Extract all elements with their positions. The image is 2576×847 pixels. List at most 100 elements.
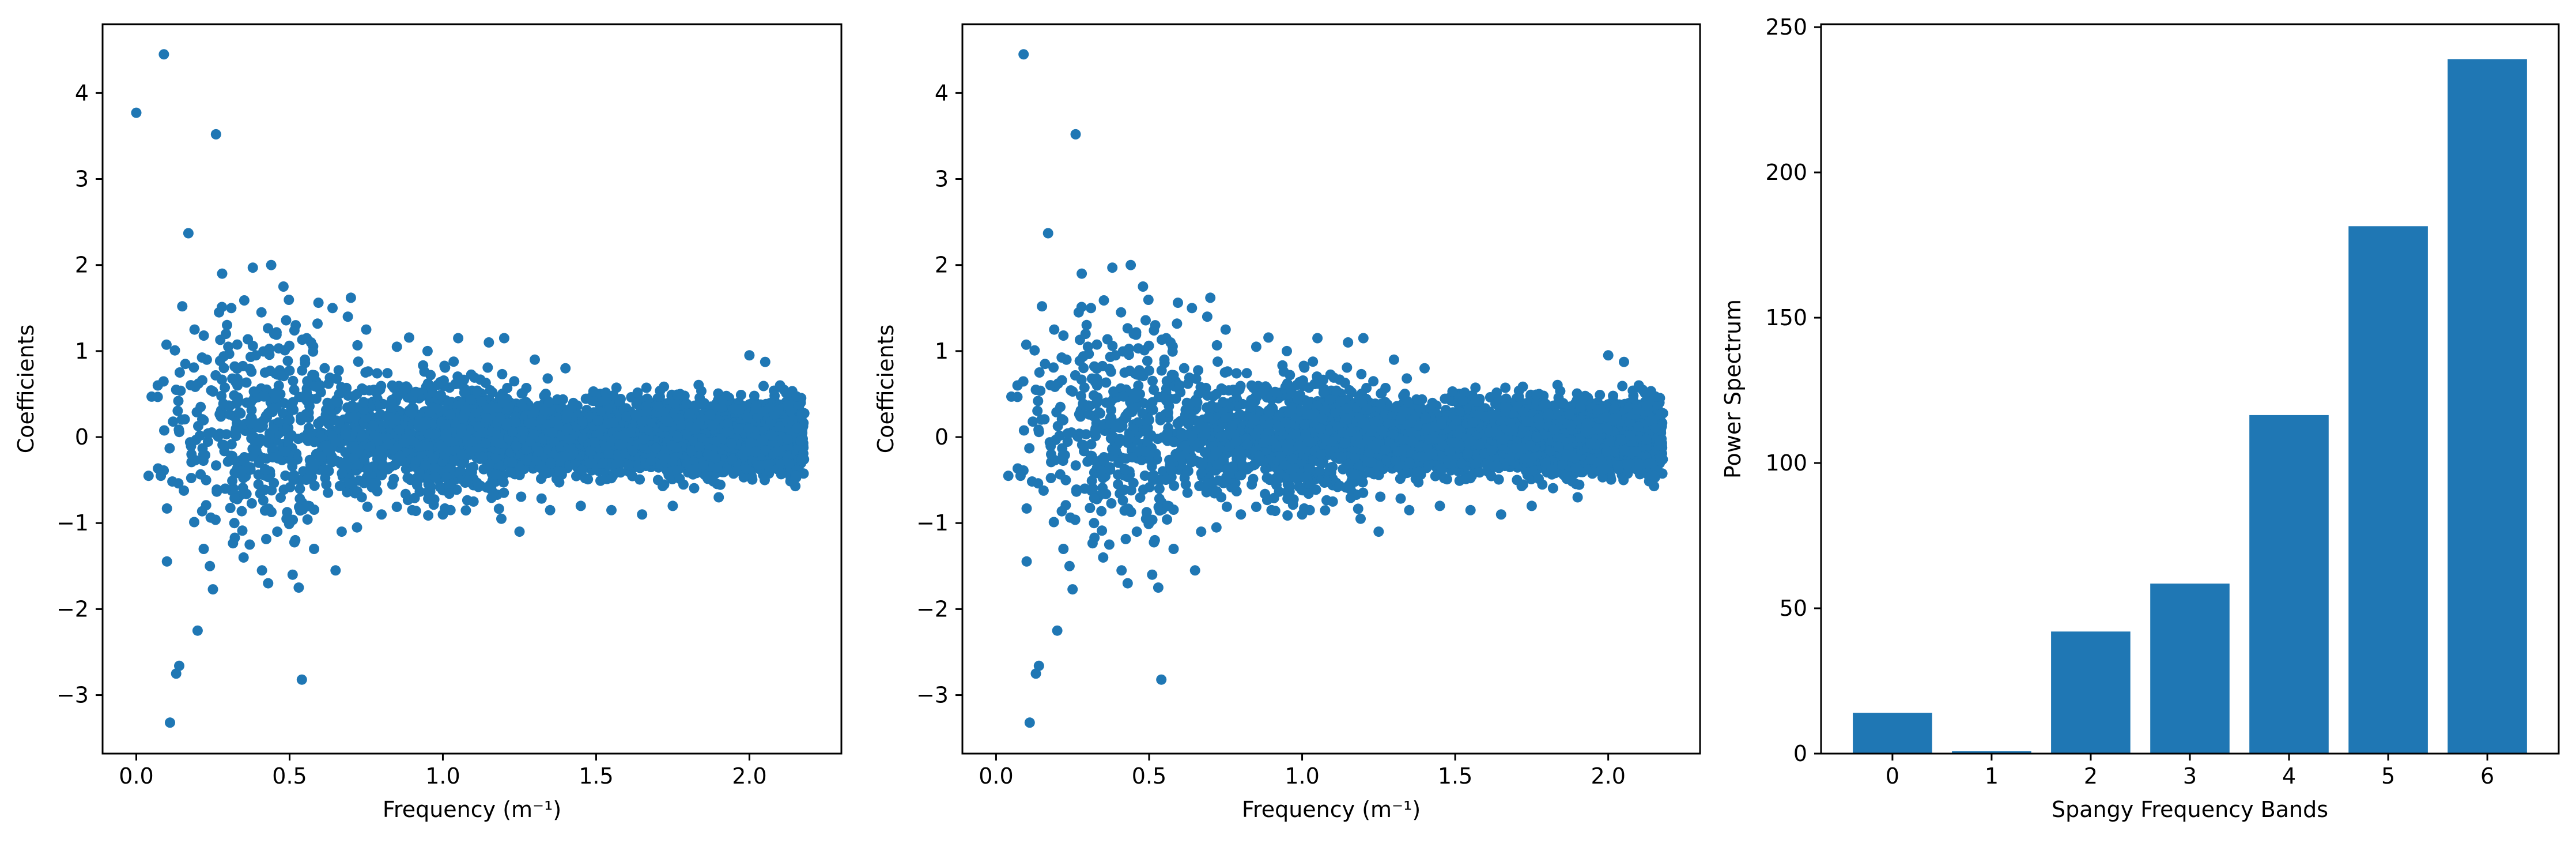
scatter-point bbox=[485, 385, 496, 396]
scatter-point bbox=[1173, 298, 1183, 308]
scatter-point bbox=[398, 438, 409, 448]
scatter-point bbox=[309, 544, 319, 554]
scatter-point bbox=[285, 481, 296, 492]
scatter-point bbox=[207, 584, 218, 595]
scatter-point bbox=[197, 414, 207, 425]
scatter-point bbox=[251, 350, 261, 361]
scatter-point bbox=[218, 363, 229, 374]
scatter-point bbox=[1154, 483, 1165, 494]
scatter-point bbox=[466, 369, 477, 380]
scatter-point bbox=[334, 417, 345, 428]
scatter-point bbox=[256, 307, 267, 318]
scatter-point bbox=[439, 360, 450, 371]
scatter-point bbox=[659, 381, 670, 392]
scatter-point bbox=[446, 479, 456, 490]
scatter-point bbox=[289, 537, 300, 548]
scatter-point bbox=[542, 373, 553, 384]
scatter-point bbox=[261, 533, 271, 544]
scatter-point bbox=[302, 376, 313, 387]
scatter-point bbox=[688, 464, 698, 475]
scatter-point bbox=[195, 469, 206, 480]
scatter-point bbox=[577, 465, 588, 476]
scatter-point bbox=[197, 375, 207, 386]
scatter-point bbox=[482, 403, 493, 414]
scatter-point bbox=[303, 500, 313, 511]
scatter-point bbox=[293, 582, 304, 593]
scatter-point bbox=[409, 492, 420, 503]
scatter-point bbox=[156, 470, 167, 481]
scatter-point bbox=[422, 378, 433, 389]
scatter-point bbox=[255, 436, 266, 447]
scatter-point bbox=[228, 538, 239, 549]
scatter-point bbox=[606, 505, 617, 515]
scatter-point bbox=[475, 374, 486, 385]
scatter-point bbox=[735, 390, 746, 400]
scatter-point bbox=[220, 483, 231, 494]
scatter-point bbox=[655, 391, 665, 402]
scatter-point bbox=[334, 480, 345, 491]
scatter-point bbox=[275, 492, 286, 503]
scatter-point bbox=[689, 483, 700, 494]
scatter-point bbox=[775, 380, 785, 391]
scatter-point bbox=[458, 413, 469, 424]
scatter-point bbox=[229, 518, 240, 529]
y-tick-label: 1 bbox=[75, 338, 89, 364]
scatter-point bbox=[453, 333, 464, 344]
scatter-point bbox=[296, 412, 307, 423]
scatter-point bbox=[742, 446, 753, 457]
scatter-point bbox=[296, 674, 307, 685]
scatter-point bbox=[666, 440, 677, 451]
scatter-point bbox=[186, 473, 197, 484]
scatter-point bbox=[423, 510, 434, 521]
scatter-point bbox=[352, 522, 362, 533]
scatter-point bbox=[482, 362, 493, 373]
scatter-point bbox=[158, 49, 169, 60]
scatter-point bbox=[272, 526, 283, 537]
scatter-point bbox=[220, 382, 231, 393]
scatter-point bbox=[501, 420, 512, 430]
scatter-point bbox=[631, 398, 642, 409]
scatter-point bbox=[783, 400, 794, 411]
scatter-point bbox=[259, 391, 270, 402]
scatter-point bbox=[323, 487, 334, 498]
scatter-point bbox=[430, 472, 441, 483]
scatter-point bbox=[411, 480, 422, 491]
scatter-point bbox=[575, 500, 586, 511]
scatter-point bbox=[284, 295, 294, 305]
scatter-point bbox=[533, 446, 544, 457]
scatter-point bbox=[382, 368, 393, 379]
x-tick-label: 2.0 bbox=[732, 763, 766, 789]
scatter-point bbox=[690, 424, 701, 435]
scatter-point bbox=[625, 427, 636, 438]
scatter-point bbox=[278, 281, 289, 292]
scatter-point bbox=[168, 416, 179, 427]
scatter-point bbox=[733, 423, 744, 434]
scatter-point bbox=[455, 465, 466, 476]
scatter-point bbox=[399, 383, 410, 394]
scatter-point bbox=[263, 503, 274, 514]
scatter-point bbox=[413, 421, 424, 432]
scatter-point bbox=[403, 332, 414, 343]
scatter-point bbox=[309, 370, 320, 381]
y-tick-label: −3 bbox=[56, 683, 89, 708]
scatter-point bbox=[214, 307, 225, 318]
scatter-point bbox=[698, 460, 709, 470]
scatter-point bbox=[493, 503, 504, 514]
scatter-point bbox=[450, 379, 461, 389]
scatter-point bbox=[192, 625, 203, 636]
scatter-point bbox=[309, 480, 320, 491]
scatter-point bbox=[514, 526, 525, 537]
scatter-point bbox=[536, 493, 547, 504]
scatter-point bbox=[198, 330, 209, 341]
scatter-point bbox=[772, 446, 783, 457]
scatter-point bbox=[316, 451, 327, 462]
scatter-point bbox=[201, 354, 212, 365]
scatter-point bbox=[218, 351, 229, 362]
scatter-point bbox=[444, 488, 455, 499]
scatter-point bbox=[164, 443, 175, 454]
scatter-point bbox=[202, 428, 213, 439]
scatter-point bbox=[485, 483, 496, 494]
scatter-point bbox=[211, 460, 221, 471]
scatter-point bbox=[238, 552, 249, 563]
